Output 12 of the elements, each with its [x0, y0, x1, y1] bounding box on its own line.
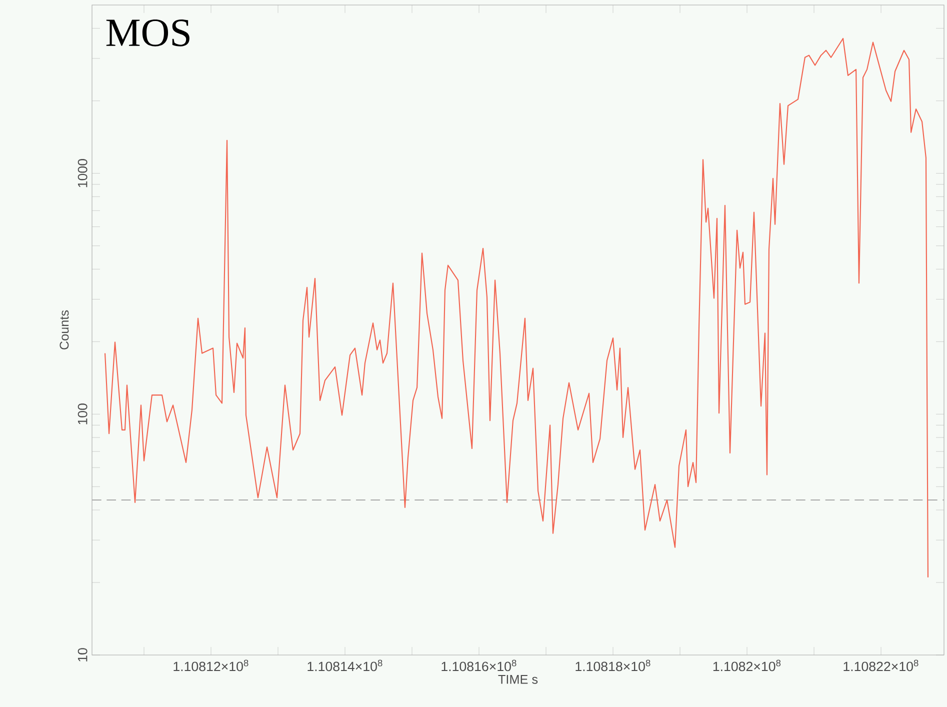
x-tick-label: 1.1082×10$^{8}$	[713, 660, 781, 672]
y-tick-label: 100	[78, 404, 88, 424]
x-tick-label: 1.10814×10$^{8}$	[308, 660, 382, 672]
x-tick-label: 1.10816×10$^{8}$	[442, 660, 516, 672]
y-tick-label: 1000	[78, 159, 88, 188]
y-axis-title: Counts	[60, 310, 69, 350]
x-tick-label: 1.10818×10$^{8}$	[576, 660, 650, 672]
y-tick-label: 10	[78, 648, 88, 662]
x-axis-title: TIME s	[498, 674, 538, 684]
chart-title: MOS	[106, 19, 190, 46]
x-tick-label: 1.10812×10$^{8}$	[174, 660, 248, 672]
x-tick-label: 1.10822×10$^{8}$	[844, 660, 918, 672]
